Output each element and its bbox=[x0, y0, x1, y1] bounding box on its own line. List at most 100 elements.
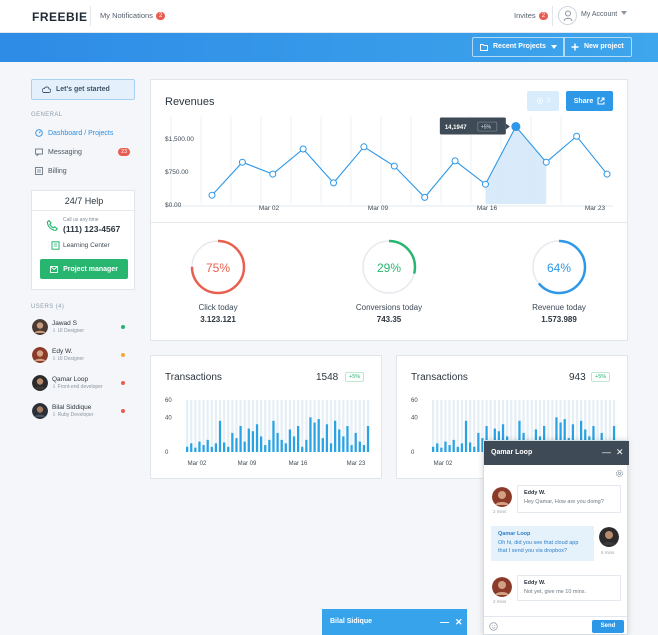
stat-value: 743.35 bbox=[376, 315, 402, 324]
bar bbox=[366, 426, 370, 452]
bar-background bbox=[186, 400, 189, 452]
x-tick-label: Mar 23 bbox=[585, 205, 606, 212]
bar bbox=[235, 438, 238, 452]
bar-background bbox=[530, 400, 533, 452]
bar-background bbox=[243, 400, 246, 452]
minimize-icon[interactable]: — bbox=[440, 617, 449, 627]
y-tick-label: 60 bbox=[165, 398, 172, 404]
conversions-donut bbox=[361, 239, 417, 295]
data-point bbox=[269, 170, 277, 178]
recent-projects-button[interactable]: Recent Projects bbox=[472, 37, 565, 57]
user-role: ⇩ Ruby Developer bbox=[52, 412, 94, 418]
close-icon[interactable]: ✕ bbox=[616, 447, 624, 457]
bar bbox=[264, 445, 267, 452]
bar bbox=[329, 443, 333, 452]
stat-conversions: 29% Conversions today 743.35 bbox=[329, 238, 449, 324]
bar bbox=[436, 443, 439, 452]
new-project-button[interactable]: New project bbox=[563, 37, 632, 57]
x-tick-label: Mar 23 bbox=[347, 461, 366, 467]
bar bbox=[440, 447, 443, 452]
invites-link[interactable]: Invites 2 bbox=[514, 11, 549, 20]
user-name: Qamar Loop bbox=[52, 376, 89, 383]
status-dot bbox=[121, 409, 125, 413]
bar-background bbox=[506, 400, 509, 452]
get-started-button[interactable]: Let's get started bbox=[31, 79, 135, 100]
chat-composer[interactable]: Send bbox=[484, 616, 627, 635]
minimize-icon[interactable]: — bbox=[602, 447, 611, 457]
message-bubble: Eddy W. Hey Qamar, How are you doing? bbox=[517, 485, 621, 513]
data-point bbox=[542, 158, 550, 166]
bar bbox=[190, 443, 193, 452]
brand-logo[interactable]: FREEBIE bbox=[32, 10, 88, 24]
bar-background bbox=[206, 400, 209, 452]
cloud-icon bbox=[42, 86, 51, 93]
bar bbox=[276, 432, 279, 452]
account-menu[interactable]: My Account bbox=[581, 11, 628, 18]
revenue-settings-button[interactable]: 3 bbox=[527, 91, 559, 111]
bar bbox=[297, 426, 300, 452]
send-button[interactable]: Send bbox=[592, 620, 624, 633]
bar bbox=[255, 424, 259, 452]
stat-label: Click today bbox=[198, 303, 238, 312]
stat-label: Conversions today bbox=[355, 303, 423, 312]
bar bbox=[452, 439, 455, 452]
tooltip-delta-box bbox=[477, 121, 498, 132]
bar-background bbox=[473, 400, 476, 452]
bar bbox=[362, 445, 366, 452]
project-manager-button[interactable]: Project manager bbox=[40, 259, 128, 279]
message-bubble: Eddy W. Not yet, give me 10 mins. bbox=[517, 575, 621, 601]
recent-projects-label: Recent Projects bbox=[493, 43, 546, 50]
bar bbox=[464, 420, 468, 452]
bar-background bbox=[354, 400, 357, 452]
divider bbox=[151, 222, 627, 223]
sidebar-item-billing[interactable]: Billing bbox=[35, 167, 67, 175]
message-bubble: Qamar Loop Oh hi, did you see that cloud… bbox=[491, 526, 594, 561]
x-tick-label: Mar 02 bbox=[434, 461, 453, 467]
bar bbox=[346, 426, 349, 452]
messaging-icon bbox=[35, 148, 43, 156]
dashboard-icon bbox=[35, 129, 43, 137]
bar-background bbox=[284, 400, 287, 452]
avatar bbox=[32, 403, 48, 419]
bar-background bbox=[268, 400, 271, 452]
bar-background bbox=[477, 400, 480, 452]
y-tick-label: $1,500.00 bbox=[165, 136, 194, 143]
message-text: Oh hi, did you see that cloud app that I… bbox=[498, 540, 579, 554]
bar bbox=[473, 446, 476, 452]
data-point bbox=[238, 158, 246, 166]
sidebar-item-dashboard[interactable]: Dashboard / Projects bbox=[35, 129, 113, 137]
help-phone-number[interactable]: (111) 123-4567 bbox=[63, 224, 121, 234]
emoji-icon[interactable] bbox=[489, 622, 498, 631]
learning-center-link[interactable]: Learning Center bbox=[63, 242, 110, 249]
avatar bbox=[32, 347, 48, 363]
bar-background bbox=[231, 400, 234, 452]
phone-icon bbox=[46, 219, 58, 232]
account-avatar[interactable] bbox=[558, 6, 577, 25]
chevron-down-icon bbox=[621, 11, 628, 15]
share-button[interactable]: Share bbox=[566, 91, 613, 111]
sidebar-item-messaging[interactable]: Messaging bbox=[35, 148, 82, 156]
account-label: My Account bbox=[581, 11, 618, 18]
bar bbox=[309, 417, 312, 452]
tooltip-value: 14,1947 bbox=[445, 125, 467, 131]
stat-percent: 64% bbox=[546, 261, 572, 275]
gear-icon[interactable] bbox=[615, 469, 624, 478]
x-tick-label: Mar 09 bbox=[238, 461, 257, 467]
bar-background bbox=[321, 400, 324, 452]
x-tick-label: Mar 02 bbox=[259, 205, 280, 212]
bar-background bbox=[567, 400, 570, 452]
data-point bbox=[573, 132, 581, 140]
y-tick-label: 40 bbox=[165, 415, 172, 421]
top-bar: FREEBIE My Notifications 2 Invites 2 My Ac… bbox=[0, 0, 658, 33]
bar-background bbox=[280, 400, 283, 452]
stat-label: Revenue today bbox=[532, 303, 586, 312]
bar bbox=[313, 422, 316, 452]
transactions-title: Transactions bbox=[165, 372, 222, 383]
notifications-link[interactable]: My Notifications 2 bbox=[100, 11, 166, 20]
bar-background bbox=[596, 400, 599, 452]
stat-value: 1.573.989 bbox=[541, 315, 577, 324]
avatar bbox=[32, 375, 48, 391]
minimized-chat[interactable]: Bilal Sidique — ✕ bbox=[322, 609, 467, 635]
bar bbox=[227, 446, 230, 452]
close-icon[interactable]: ✕ bbox=[455, 617, 463, 627]
